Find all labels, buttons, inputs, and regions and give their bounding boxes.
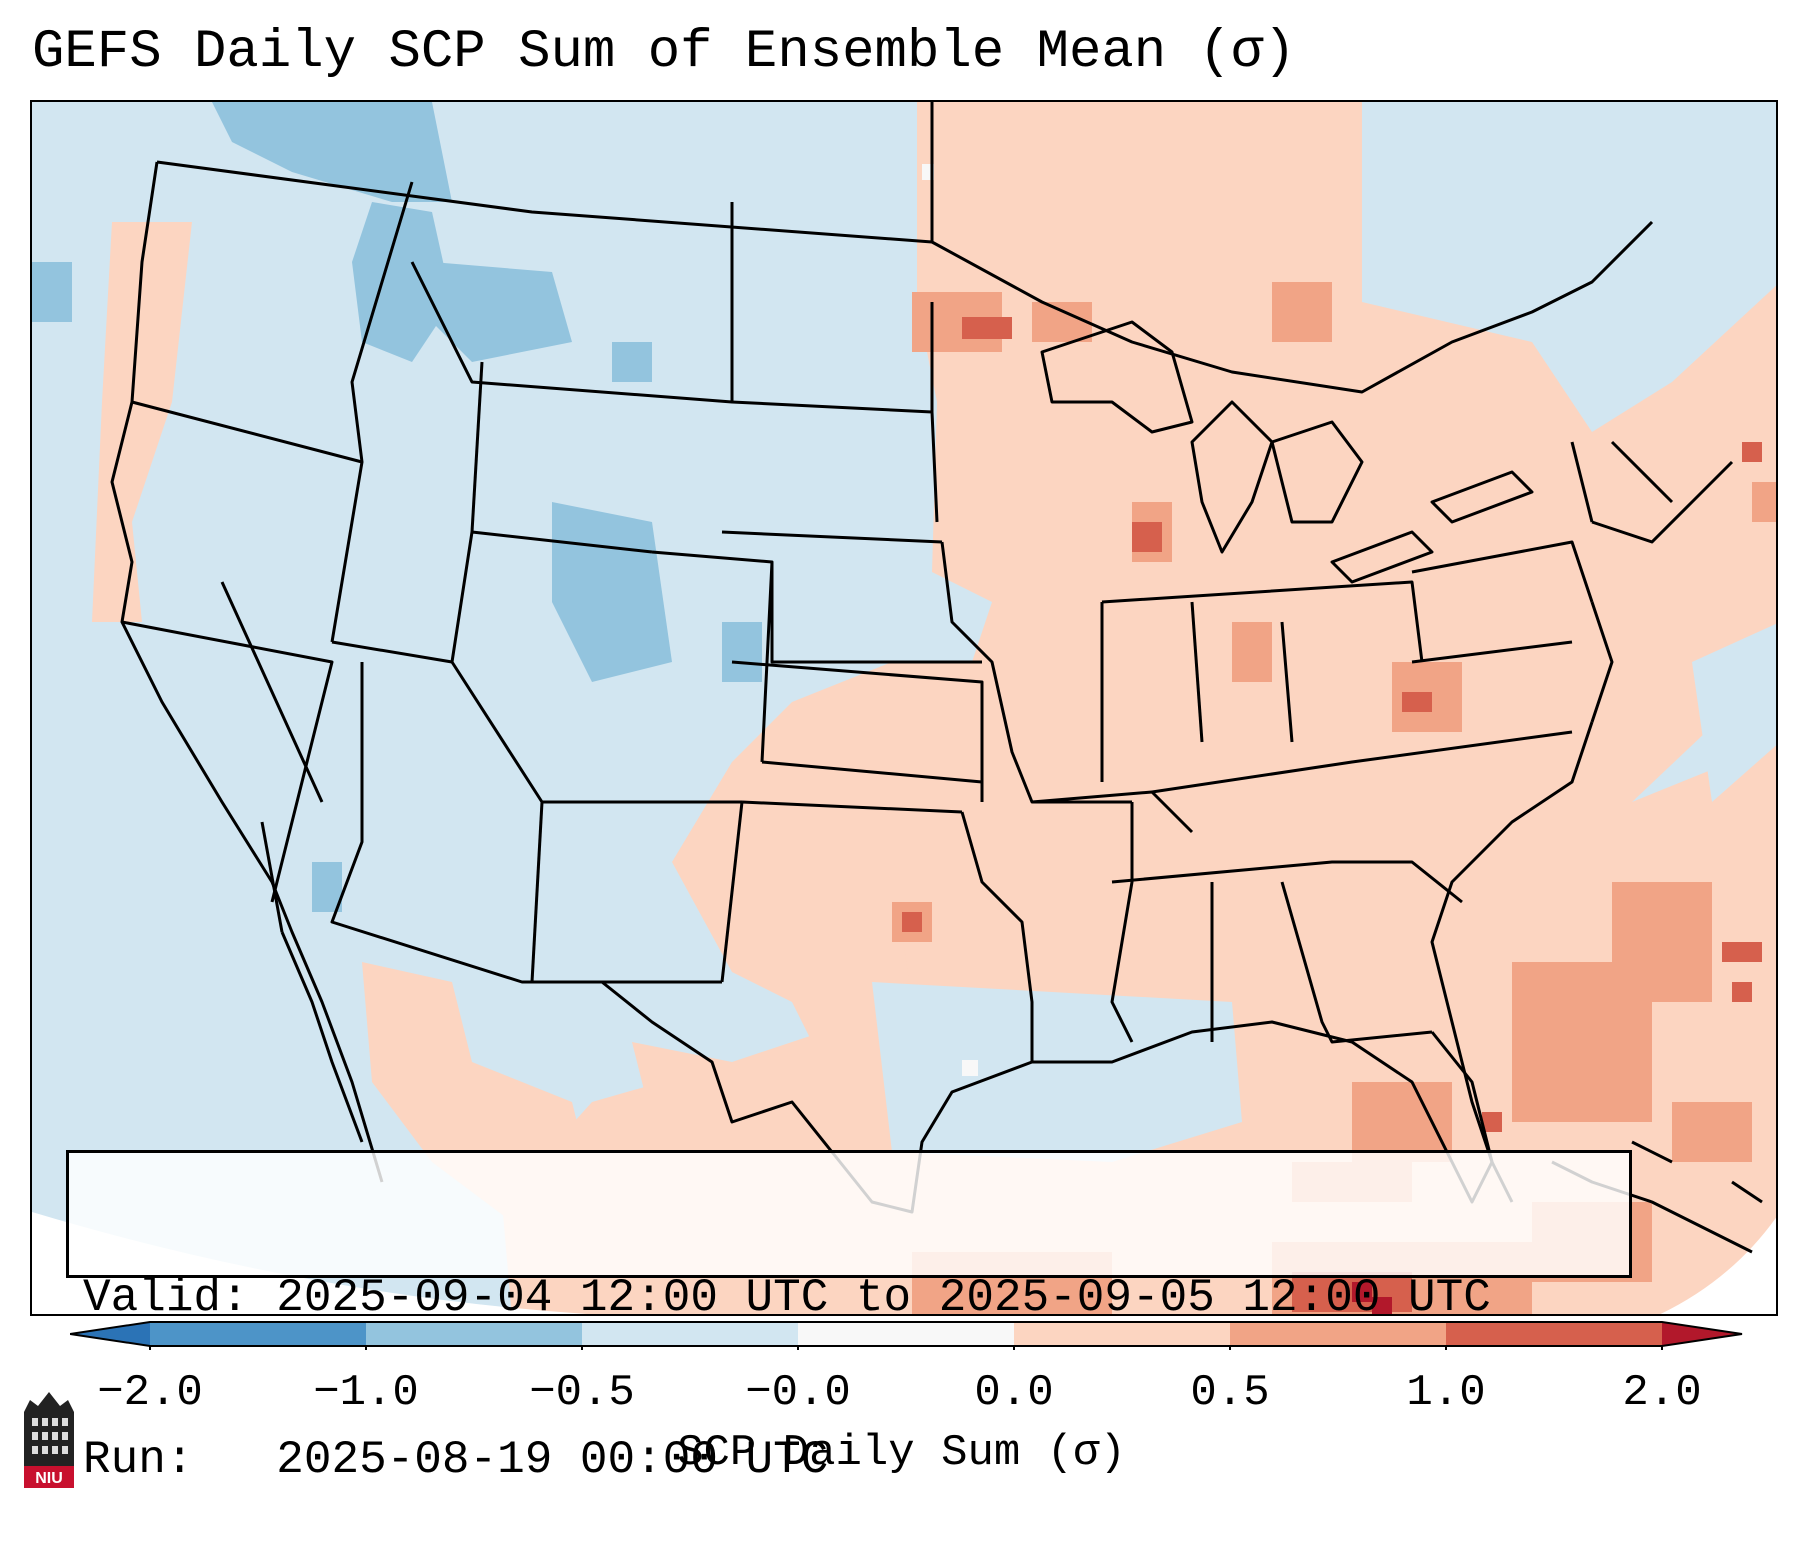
- map-canvas: [32, 102, 1776, 1314]
- run-row: Run: 2025-08-19 00:00 UTC: [83, 1433, 1615, 1487]
- map-panel: [30, 100, 1778, 1316]
- validity-info-box: Valid: 2025-09-04 12:00 UTC to 2025-09-0…: [66, 1150, 1632, 1486]
- logo-text: NIU: [35, 1470, 63, 1487]
- colorbar-tick-label: −1.0: [313, 1368, 419, 1418]
- run-label: Run:: [83, 1434, 194, 1486]
- colorbar: [70, 1321, 1743, 1350]
- negative-strong-patches: [32, 102, 762, 912]
- colorbar-extend-min: [70, 1322, 150, 1346]
- colorbar-tick-label: 1.0: [1406, 1368, 1486, 1418]
- colorbar-tick-label: −2.0: [97, 1368, 203, 1418]
- colorbar-ticks: [149, 1346, 1663, 1350]
- run-time: 2025-08-19 00:00 UTC: [276, 1434, 829, 1486]
- valid-row: Valid: 2025-09-04 12:00 UTC to 2025-09-0…: [83, 1271, 1615, 1325]
- eastern-positive-region: [502, 102, 1776, 1314]
- colorbar-tick-label: 2.0: [1622, 1368, 1702, 1418]
- colorbar-tick-label: −0.0: [745, 1368, 851, 1418]
- colorbar-bin: [1230, 1322, 1446, 1346]
- atlantic-negative: [1692, 623, 1776, 802]
- colorbar-bin: [1014, 1322, 1230, 1346]
- colorbar-extend-max: [1662, 1322, 1742, 1346]
- valid-time-range: 2025-09-04 12:00 UTC to 2025-09-05 12:00…: [276, 1272, 1491, 1324]
- colorbar-bin: [366, 1322, 582, 1346]
- mexico-positive-patch: [632, 1042, 732, 1132]
- colorbar-bin: [150, 1322, 366, 1346]
- colorbar-label: SCP Daily Sum (σ): [677, 1428, 1126, 1478]
- quebec-negative: [1362, 102, 1776, 392]
- colorbar-tick-label: 0.0: [974, 1368, 1054, 1418]
- colorbar-tick-label: 0.5: [1190, 1368, 1270, 1418]
- out-of-domain-corner: [1660, 1217, 1776, 1314]
- valid-label: Valid:: [83, 1272, 249, 1324]
- colorbar-bin: [1446, 1322, 1662, 1346]
- gulf-negative: [872, 982, 1242, 1162]
- out-of-domain-corner: [32, 1212, 588, 1314]
- colorbar-bin: [582, 1322, 798, 1346]
- texas-positive-region: [672, 862, 912, 1112]
- niu-logo: NIU: [24, 1392, 74, 1488]
- colorbar-tick-label: −0.5: [529, 1368, 635, 1418]
- negative-field-pockets: [872, 102, 1776, 1162]
- colorbar-bin: [798, 1322, 1014, 1346]
- state-borders: [110, 102, 1763, 1254]
- positive-max-patches: [1352, 1282, 1392, 1314]
- chart-title: GEFS Daily SCP Sum of Ensemble Mean (σ): [32, 22, 1296, 83]
- pacific-positive-strip: [92, 222, 192, 622]
